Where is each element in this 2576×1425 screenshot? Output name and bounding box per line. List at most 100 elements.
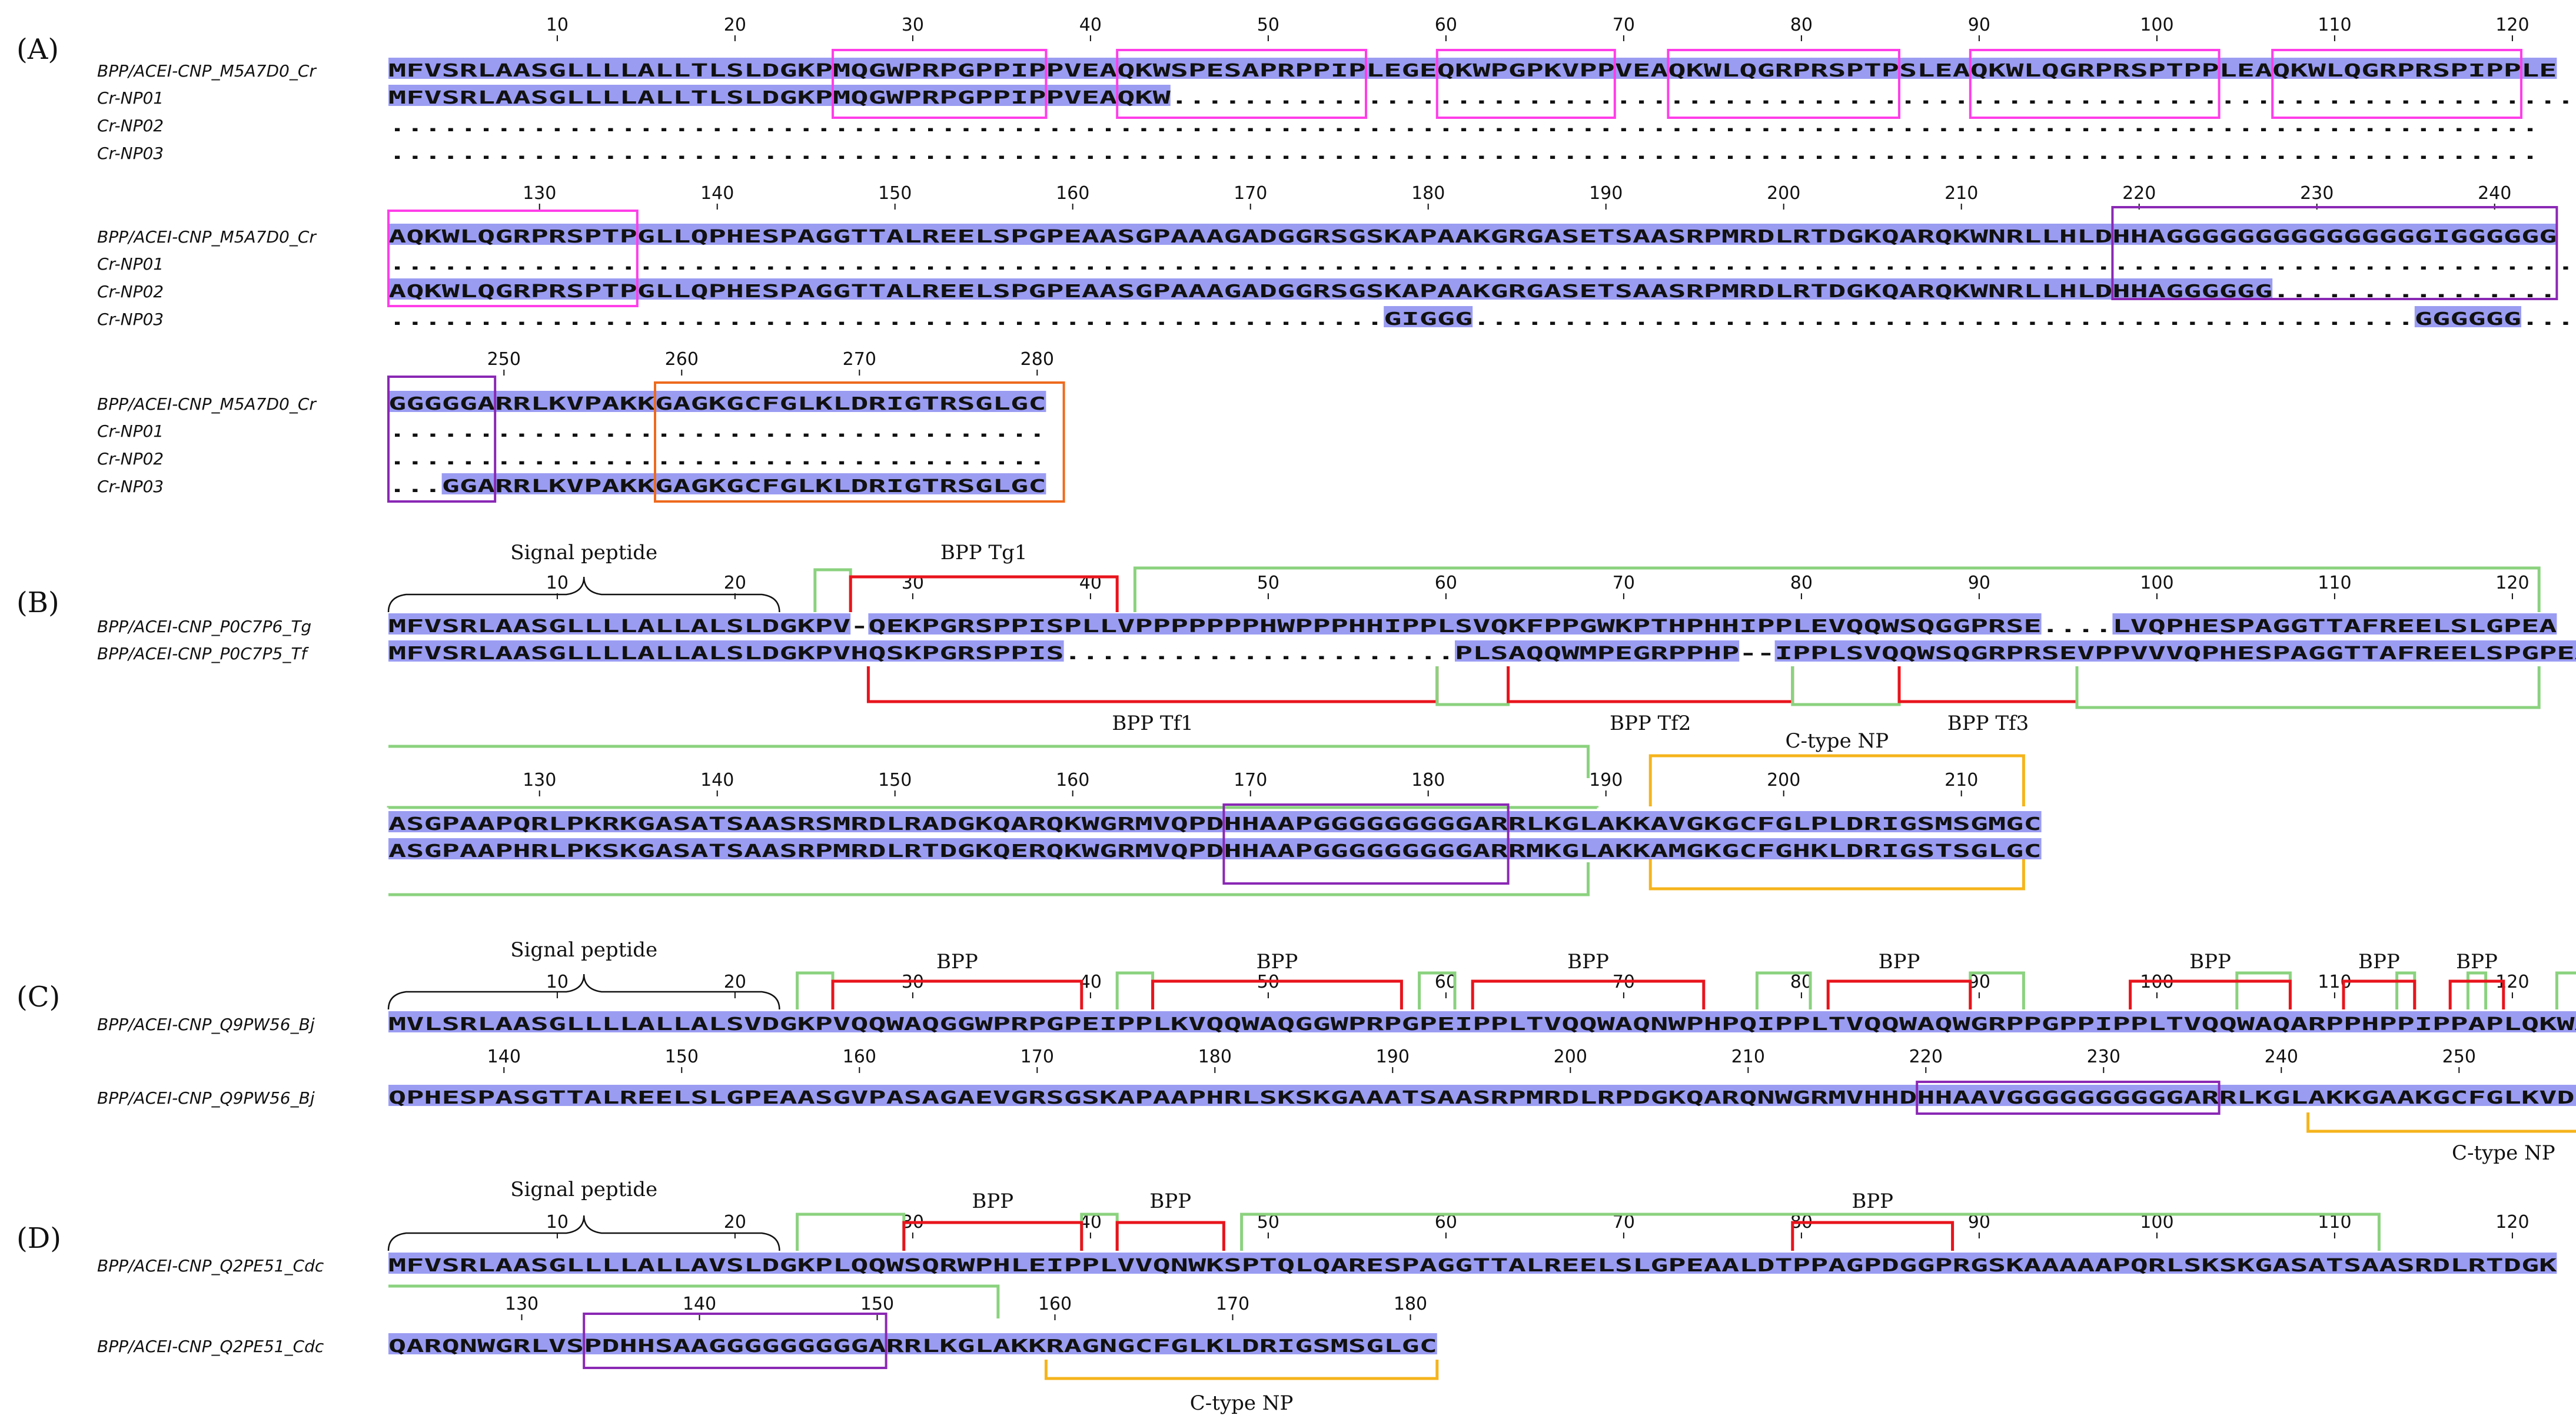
sequence-name: Cr-NP02: [97, 449, 164, 469]
bpp-motif-box: [1969, 49, 2221, 119]
ruler-tick-label: 210: [1945, 183, 1978, 204]
ruler-tick-label: 230: [2087, 1047, 2120, 1067]
aligned-sequence: ........................................…: [388, 254, 2576, 274]
ruler-tick-label: 180: [1411, 183, 1445, 204]
ruler-tick-label: 120: [2495, 573, 2529, 593]
ruler-tick-label: 170: [1021, 1047, 1054, 1067]
ruler-tick-label: 130: [523, 183, 556, 204]
linker-bracket: [2075, 666, 2541, 709]
ruler-tick-label: 180: [1411, 770, 1445, 790]
linker-bracket: [1240, 1213, 2381, 1251]
residue-highlight: [1774, 640, 2576, 662]
residue-highlight: [388, 811, 2042, 832]
aligned-sequence: AQKWLQGRPRSPTPGLLQPHESPAGGTTALREELSPGPEA…: [388, 227, 2557, 247]
aligned-sequence: MFVSRLAASGLLLLALLAVSLDGKPLQQWSQRWPHLEIPP…: [388, 1255, 2557, 1276]
linker-bracket: [2466, 971, 2488, 1009]
residue-highlight: [388, 613, 851, 635]
signal-peptide-brace: [387, 974, 780, 1010]
bpp-label: BPP: [2456, 950, 2498, 974]
linker-bracket: [1115, 971, 1155, 1009]
ruler-tick-label: 190: [1589, 770, 1623, 790]
ruler-tick-label: 100: [2140, 573, 2173, 593]
linker-bracket: [1435, 666, 1510, 706]
ruler-tick-label: 200: [1554, 1047, 1587, 1067]
sequence-name: Cr-NP01: [97, 254, 164, 274]
ruler-tick-label: 280: [1021, 349, 1054, 370]
sequence-name: BPP/ACEI-CNP_Q9PW56_Bj: [97, 1088, 315, 1108]
ruler-tick-label: 210: [1945, 770, 1978, 790]
ruler-tick-label: 180: [1394, 1294, 1427, 1314]
ruler-tick-label: 250: [487, 349, 521, 370]
linker-bracket: [796, 971, 835, 1009]
bpp-bracket: [1507, 666, 1794, 703]
ruler-tick-label: 20: [724, 972, 746, 992]
bpp-motif-box: [2271, 49, 2522, 119]
ruler-tick-label: 10: [546, 972, 569, 992]
aligned-sequence: ASGPAAPHRLPKSKGASATSAASRPMRDLRTDGKQERQKW…: [388, 841, 2042, 862]
bpp-label: BPP Tf3: [1947, 712, 2029, 735]
residue-highlight: [388, 1253, 2557, 1274]
signal-peptide-label: Signal peptide: [510, 1178, 657, 1201]
ruler-tick-label: 210: [1731, 1047, 1765, 1067]
residue-highlight: [388, 1011, 2576, 1032]
residue-highlight: [441, 473, 1046, 494]
ruler-tick-label: 160: [1038, 1294, 1072, 1314]
linker-bracket: [1418, 971, 1457, 1009]
linker-bracket: [796, 1213, 906, 1251]
aligned-sequence: MVLSRLAASGLLLLALLALSVDGKPVQQWAQGGWPRPGPE…: [388, 1014, 2576, 1035]
bpp-label: BPP: [2358, 950, 2400, 974]
ruler-tick-label: 80: [1790, 15, 1813, 35]
panel-label: (C): [16, 981, 60, 1014]
ruler-tick-label: 20: [724, 15, 746, 35]
signal-peptide-brace: [387, 576, 780, 613]
glycine-rich-box: [387, 376, 497, 503]
bpp-bracket: [866, 666, 1439, 703]
ruler-tick-label: 20: [724, 1212, 746, 1233]
glycine-rich-box: [1222, 803, 1510, 885]
residue-highlight: [1455, 640, 1740, 662]
bpp-bracket: [1826, 979, 1972, 1009]
bpp-label: BPP Tf1: [1112, 712, 1193, 735]
ruler-tick-label: 190: [1376, 1047, 1410, 1067]
ruler-tick-label: 170: [1234, 183, 1267, 204]
sequence-name: Cr-NP01: [97, 421, 164, 441]
ruler-tick-label: 120: [2495, 1212, 2529, 1233]
bpp-bracket: [1151, 979, 1403, 1009]
ruler-tick-label: 60: [1435, 573, 1457, 593]
ruler-tick-label: 230: [2300, 183, 2334, 204]
linker-bracket: [1133, 566, 2541, 612]
bpp-motif-box: [1435, 49, 1616, 119]
aligned-sequence: ASGPAAPQRLPKRKGASATSAASRSMRDLRADGKQARQKW…: [388, 814, 2042, 835]
ruler-tick-label: 80: [1790, 573, 1813, 593]
panel-label: (D): [16, 1222, 61, 1255]
c-type-np-bracket: [1044, 1360, 1439, 1380]
ruler-tick-label: 250: [2442, 1047, 2476, 1067]
glycine-rich-box: [583, 1313, 888, 1369]
linker-bracket: [388, 862, 1590, 896]
ruler-tick-label: 130: [505, 1294, 539, 1314]
ruler-tick-label: 170: [1216, 1294, 1249, 1314]
linker-bracket: [2235, 971, 2292, 1009]
ruler-tick-label: 220: [2122, 183, 2156, 204]
ruler-tick-label: 140: [683, 1294, 716, 1314]
bpp-label: BPP Tg1: [940, 541, 1028, 564]
residue-highlight: [2112, 613, 2557, 635]
residue-highlight: [868, 613, 2042, 635]
glycine-rich-box: [1916, 1081, 2221, 1115]
ruler-tick-label: 20: [724, 573, 746, 593]
bpp-bracket: [1897, 666, 2079, 703]
residue-highlight: [388, 1085, 2576, 1106]
linker-bracket: [2395, 971, 2417, 1009]
sequence-name: Cr-NP03: [97, 477, 164, 496]
aligned-sequence: MFVSRLAASGLLLLALLALSLDGKPV-QEKPGRSPPISPL…: [388, 616, 2557, 637]
aligned-sequence: QPHESPASGTTALREELSLGPEAASGVPASAGAEVGRSGS…: [388, 1088, 2576, 1108]
ruler-tick-label: 50: [1257, 573, 1279, 593]
aligned-sequence: MFVSRLAASGLLLLALLTLSLDGKPMQGWPRPGPPIPPVE…: [388, 61, 2557, 81]
sequence-name: Cr-NP03: [97, 144, 164, 163]
aligned-sequence: MFVSRLAASGLLLLALLALSLDGKPVHQSKPGRSPPIS..…: [388, 643, 2576, 664]
sequence-name: BPP/ACEI-CNP_M5A7D0_Cr: [97, 394, 317, 414]
c-type-np-label: C-type NP: [1785, 729, 1889, 753]
ruler-tick-label: 140: [700, 770, 734, 790]
bpp-motif-box: [1116, 49, 1367, 119]
bpp-bracket: [2129, 979, 2292, 1009]
